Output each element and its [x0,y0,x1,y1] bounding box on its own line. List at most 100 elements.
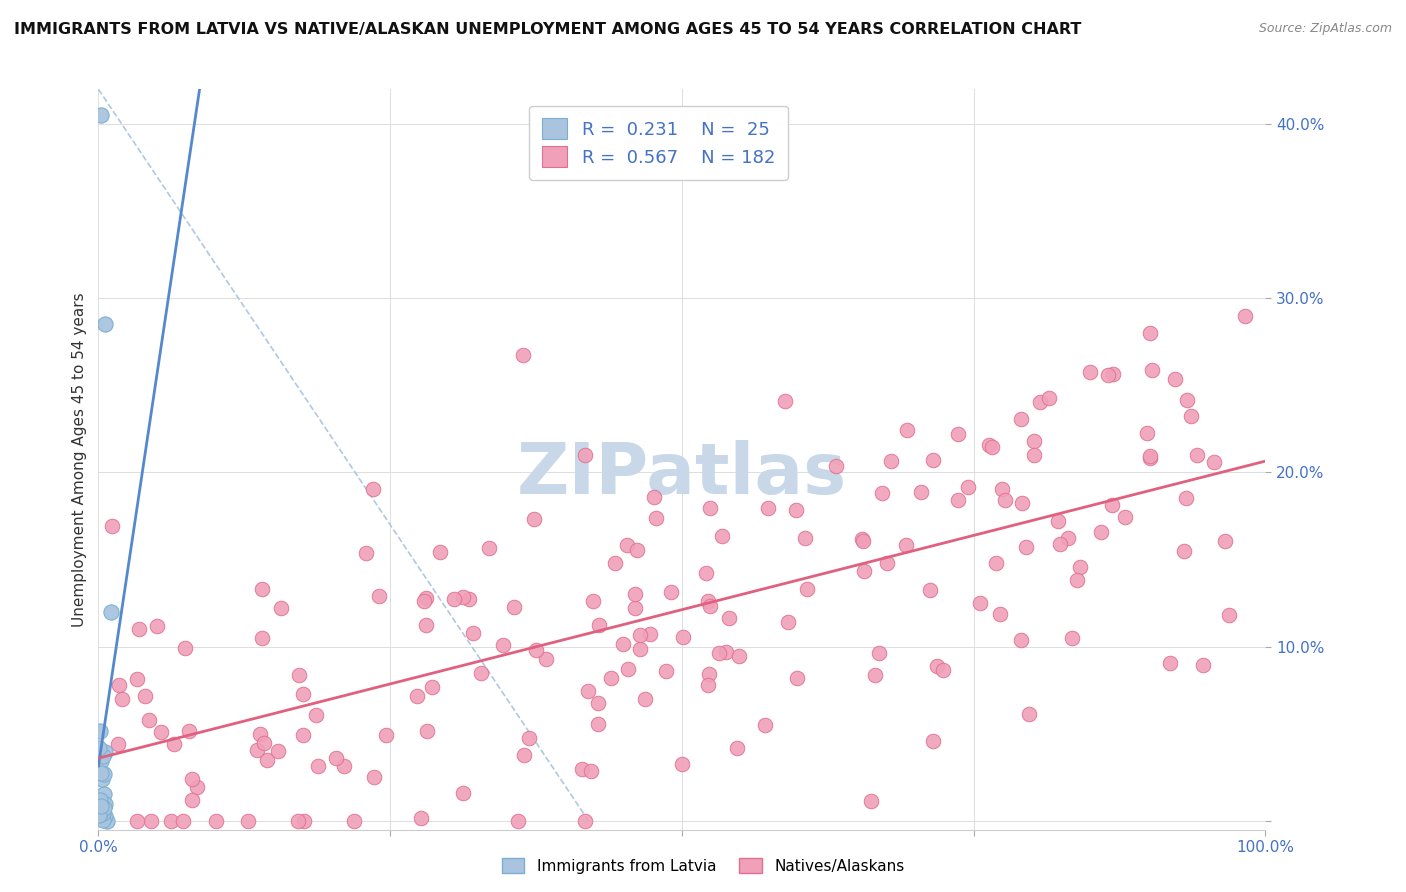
Point [643,490,665,504]
Point [162,737,184,751]
Point [406,689,429,703]
Point [415,618,437,632]
Point [134,689,156,703]
Point [252,582,274,596]
Point [429,545,451,559]
Point [1140,363,1163,377]
Point [957,480,980,494]
Point [108,678,131,692]
Point [93,766,115,780]
Point [756,501,779,516]
Point [145,619,167,633]
Point [579,764,602,778]
Point [969,596,991,610]
Point [1028,394,1050,409]
Point [612,637,634,651]
Point [1202,455,1225,469]
Point [288,668,311,682]
Point [333,759,356,773]
Point [776,615,799,630]
Point [451,591,474,605]
Point [1038,392,1060,406]
Point [634,692,657,706]
Point [172,814,194,828]
Point [994,493,1017,508]
Point [87,740,110,755]
Point [343,814,366,828]
Point [859,794,882,808]
Point [1101,367,1123,381]
Point [617,662,640,676]
Point [623,586,645,600]
Point [863,668,886,682]
Point [90,793,112,807]
Point [921,734,943,748]
Point [416,724,439,739]
Point [1010,632,1032,647]
Point [725,741,748,756]
Point [534,651,557,665]
Point [921,452,943,467]
Point [671,757,693,772]
Point [89,805,111,820]
Point [626,543,648,558]
Point [458,592,481,607]
Point [628,641,651,656]
Point [502,600,524,615]
Point [363,482,385,496]
Point [181,793,204,807]
Point [600,671,623,685]
Point [571,763,593,777]
Point [453,786,475,800]
Point [1173,544,1195,558]
Point [727,649,749,664]
Point [1101,498,1123,512]
Point [356,546,378,560]
Point [588,716,610,731]
Point [253,736,276,750]
Point [852,533,875,548]
Point [107,737,129,751]
Point [910,485,932,500]
Point [785,502,807,516]
Point [920,582,942,597]
Point [409,811,432,825]
Point [697,666,720,681]
Point [1114,510,1136,524]
Point [1159,656,1181,670]
Point [179,723,201,738]
Point [93,809,115,823]
Point [89,808,111,822]
Point [1022,434,1045,448]
Point [628,628,651,642]
Point [508,814,530,828]
Point [1078,365,1101,379]
Point [697,678,720,692]
Point [624,600,647,615]
Point [204,814,226,828]
Point [89,723,111,738]
Point [368,589,391,603]
Point [96,814,118,828]
Point [138,713,160,727]
Point [574,448,596,462]
Point [870,485,893,500]
Point [880,454,903,468]
Point [1218,607,1240,622]
Point [412,594,434,608]
Point [250,631,273,645]
Point [1022,448,1045,462]
Point [111,691,134,706]
Point [794,531,817,545]
Point [1174,491,1197,505]
Point [699,501,721,516]
Point [1014,540,1036,554]
Point [512,748,534,763]
Text: Source: ZipAtlas.com: Source: ZipAtlas.com [1258,22,1392,36]
Point [94,797,117,812]
Point [852,564,875,578]
Point [186,780,208,795]
Point [1164,372,1187,386]
Point [981,440,1004,454]
Point [576,684,599,698]
